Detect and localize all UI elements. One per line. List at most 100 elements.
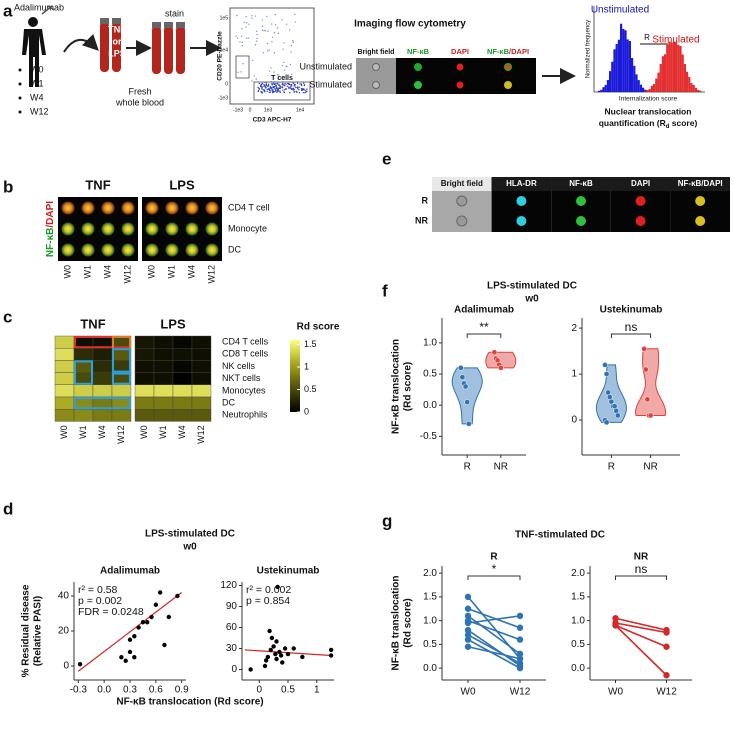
- flow-dot: [289, 86, 291, 88]
- point: [278, 653, 284, 658]
- hist-bar: [642, 87, 645, 92]
- flow-dot: [271, 23, 273, 25]
- cell-image: [61, 201, 75, 215]
- suptitle: LPS-stimulated DC: [487, 281, 577, 292]
- point: [300, 654, 305, 660]
- timepoint: W0: [30, 64, 44, 74]
- flow-dot: [262, 89, 264, 91]
- y-tick-label: 60: [226, 622, 238, 633]
- panel-label: g: [382, 511, 392, 530]
- heatmap-cell: [92, 360, 113, 373]
- point: [612, 615, 619, 622]
- column-label: W4: [186, 265, 196, 279]
- flow-dot: [266, 90, 268, 93]
- cell-image: [121, 222, 135, 236]
- colorbar-tick-label: 0.5: [304, 384, 317, 394]
- caption-part: d: [666, 124, 670, 130]
- y-label: (Rd score): [403, 598, 414, 647]
- flow-dot: [248, 23, 250, 25]
- point: [663, 643, 670, 650]
- significance: ns: [625, 320, 638, 334]
- hist-bar: [650, 85, 653, 92]
- flow-dot: [289, 92, 291, 94]
- flow-dot: [263, 29, 265, 32]
- point: [162, 642, 167, 648]
- pair-line: [467, 645, 521, 660]
- flow-dot: [288, 83, 290, 86]
- row-label: Monocyte: [228, 223, 267, 233]
- x-tick-label: 0.9: [175, 685, 189, 696]
- point: [132, 655, 137, 660]
- cell-image: [101, 243, 115, 257]
- violin: [635, 348, 667, 416]
- heatmap-cell: [111, 384, 132, 398]
- hist-y-label: Normalized frequency: [586, 20, 592, 78]
- y-tick-label: 0.0: [571, 663, 585, 674]
- point: [277, 649, 282, 655]
- point: [459, 374, 466, 381]
- flow-y-tick: -1e3: [218, 95, 228, 101]
- flow-dot: [281, 19, 283, 21]
- hist-bar: [690, 83, 693, 92]
- flow-dot: [303, 88, 305, 90]
- flow-y-tick: 0: [225, 81, 228, 87]
- hist-bar: [659, 63, 662, 92]
- row-label: NR: [415, 215, 428, 225]
- cell-image: [516, 196, 527, 206]
- heatmap-cell: [172, 409, 193, 422]
- hist-bar: [635, 74, 638, 92]
- y-tick-label: 2: [571, 323, 577, 334]
- flow-dot: [246, 37, 248, 39]
- heatmap-cell: [92, 384, 113, 398]
- x-tick-label: W0: [461, 687, 476, 698]
- hist-bar: [681, 54, 684, 92]
- point: [464, 643, 472, 650]
- point: [274, 656, 279, 662]
- flow-dot: [261, 88, 263, 90]
- point: [663, 672, 670, 679]
- y-tick-label: 30: [226, 643, 238, 654]
- colorbar-tick-label: 1: [304, 361, 309, 371]
- heatmap-cell: [153, 372, 174, 386]
- column-label: Bright field: [441, 179, 483, 188]
- flow-dot: [253, 75, 255, 77]
- flow-dot: [243, 21, 245, 24]
- flow-dot: [293, 85, 295, 87]
- flow-dot: [258, 88, 261, 90]
- pair-line: [615, 622, 667, 634]
- point: [127, 637, 133, 642]
- y-tick-label: 0.0: [423, 400, 437, 411]
- point: [291, 646, 296, 651]
- flow-dot: [239, 41, 241, 43]
- person-icon: [22, 17, 46, 87]
- point: [464, 626, 472, 634]
- heatmap-cell: [191, 348, 212, 361]
- y-label: (Relative PASI): [33, 596, 44, 666]
- flow-dot: [241, 28, 243, 30]
- flow-dot: [263, 85, 265, 87]
- flow-dot: [261, 25, 264, 28]
- flow-dot: [261, 86, 264, 88]
- highlight-box: [112, 372, 131, 385]
- y-label-part: /DAPI: [45, 201, 56, 228]
- cell-image: [635, 216, 646, 226]
- flow-dot: [272, 90, 274, 92]
- hist-bar: [604, 84, 607, 92]
- imaging-title: Imaging flow cytometry: [354, 19, 466, 30]
- heatmap-cell: [54, 360, 75, 373]
- hist-bar: [664, 54, 667, 92]
- flow-dot: [286, 85, 289, 87]
- flow-dot: [294, 13, 296, 16]
- flow-dot: [245, 22, 248, 24]
- annotation: p = 0.002: [78, 595, 122, 607]
- x-tick-label: R: [608, 462, 615, 473]
- flow-dot: [271, 91, 274, 94]
- y-tick-label: 90: [226, 601, 238, 612]
- x-tick-label: R: [464, 462, 471, 473]
- significance-bracket: [610, 333, 652, 338]
- heatmap-cell: [172, 360, 193, 373]
- hist-bar: [620, 23, 623, 92]
- flow-dot: [266, 15, 268, 18]
- flow-dot: [255, 78, 257, 80]
- flow-dot: [282, 48, 284, 50]
